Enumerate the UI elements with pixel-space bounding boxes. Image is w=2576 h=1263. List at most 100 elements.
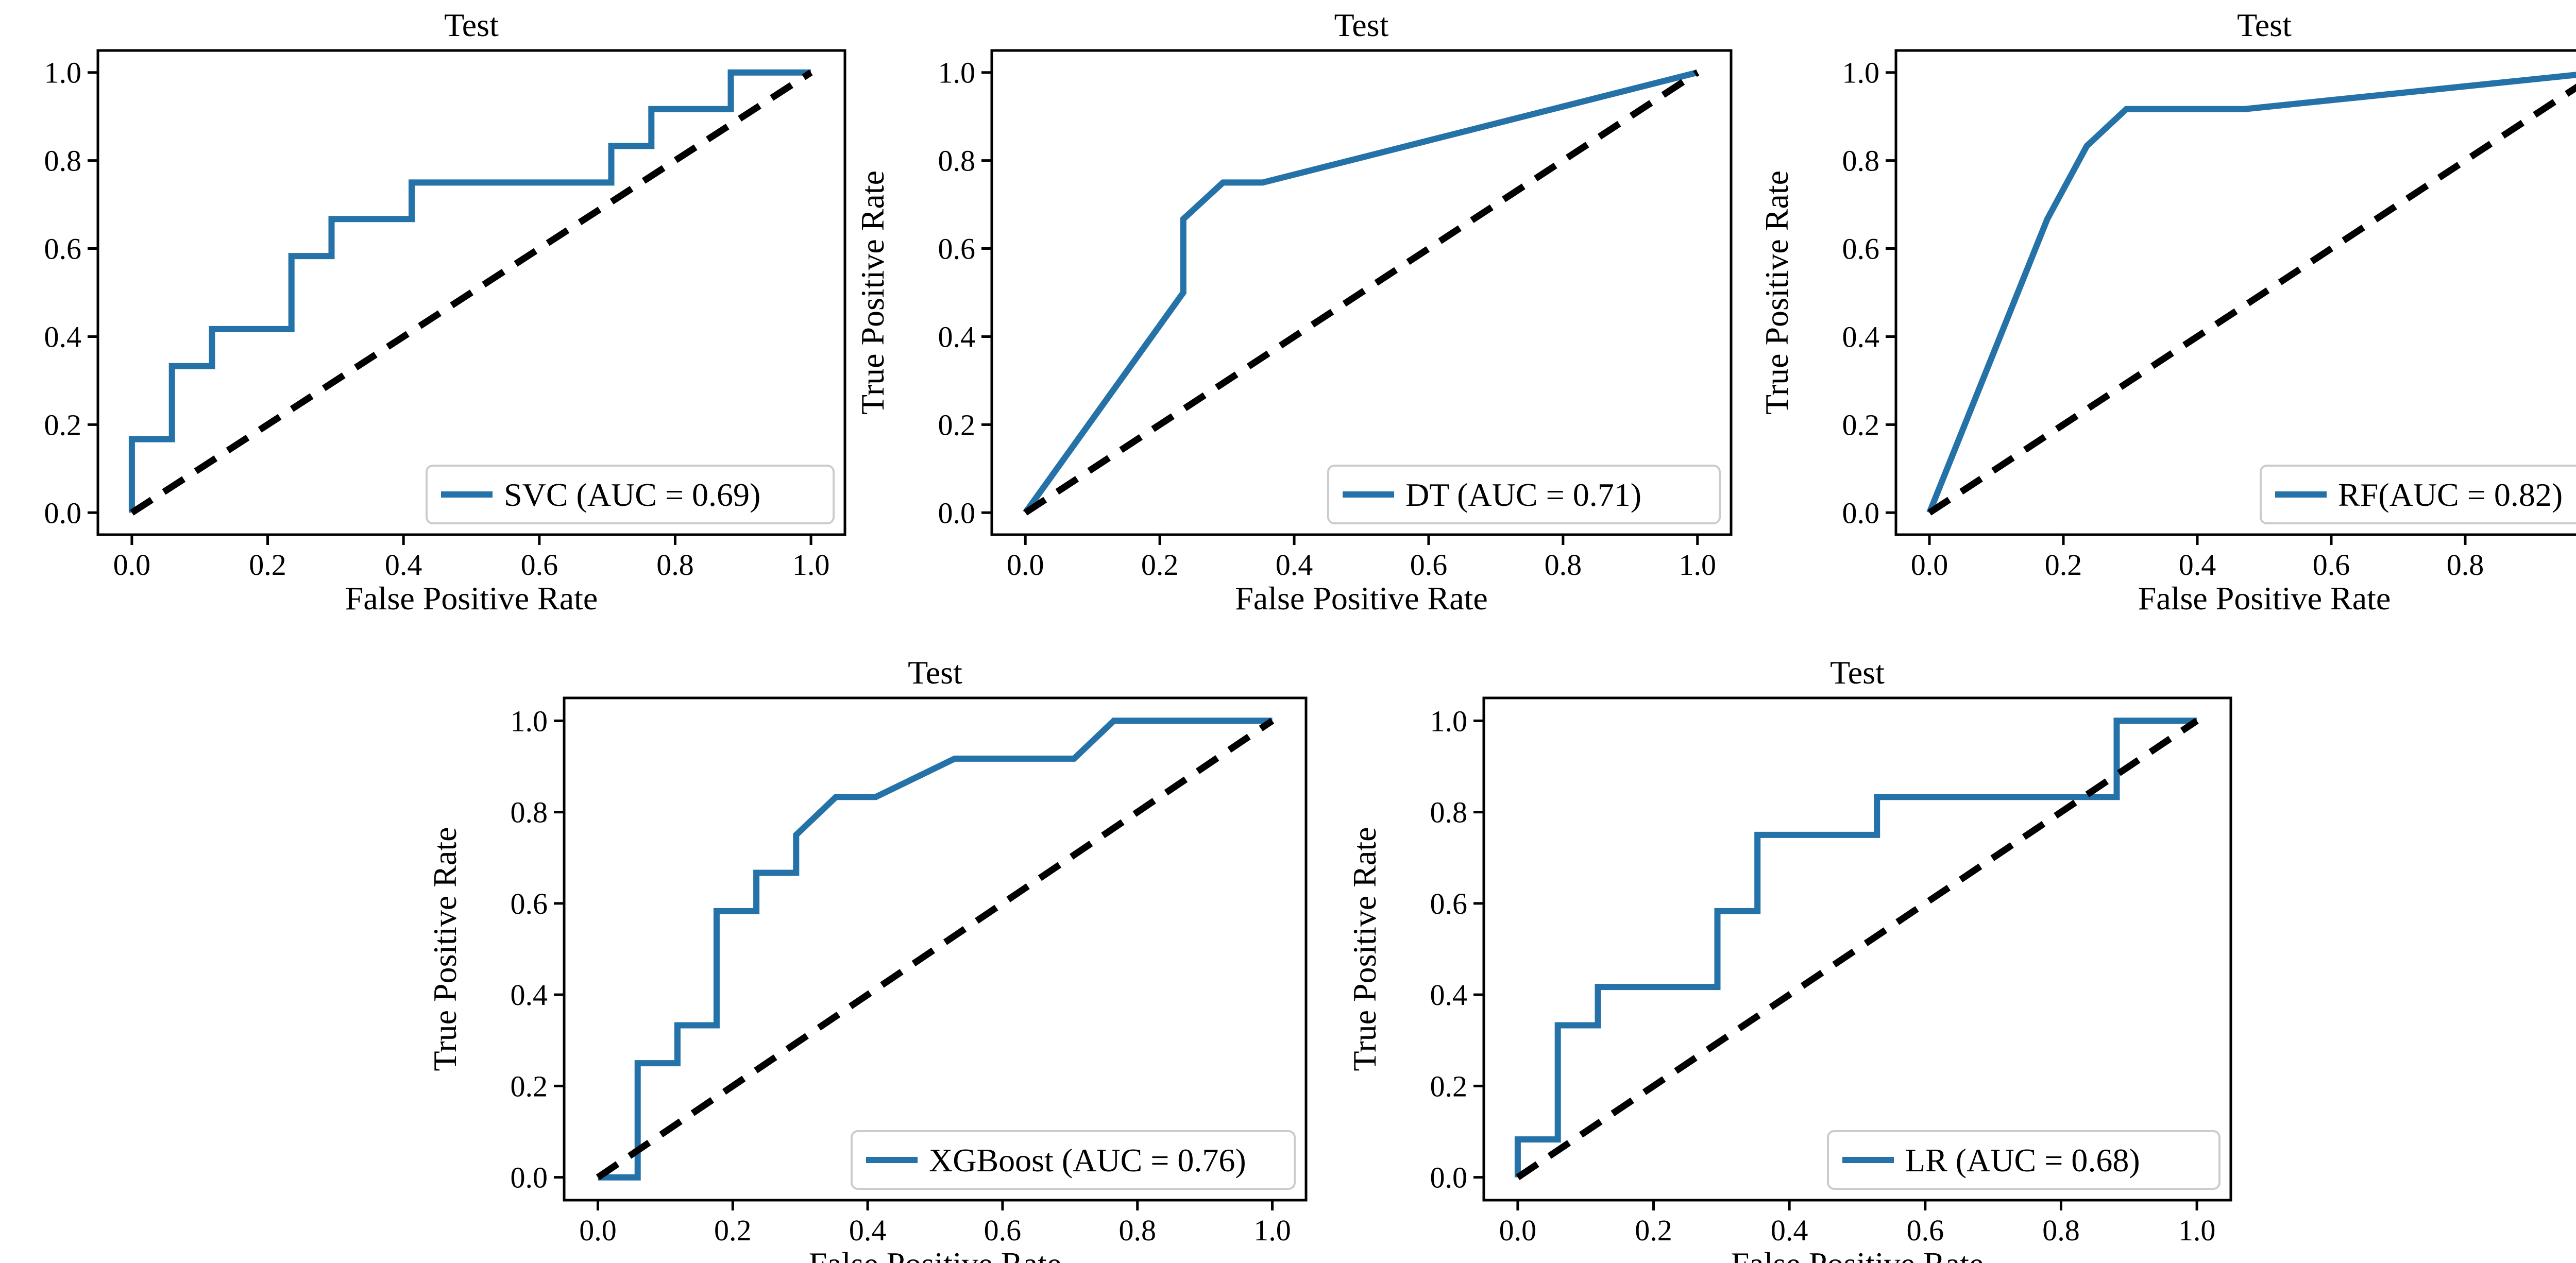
x-axis-label: False Positive Rate — [1235, 580, 1488, 617]
x-tick-label: 0.4 — [385, 548, 422, 582]
y-tick-label: 0.8 — [1430, 796, 1468, 829]
y-tick-label: 0.4 — [1842, 320, 1880, 353]
y-tick-label: 1.0 — [511, 704, 548, 738]
y-tick-label: 0.2 — [44, 408, 82, 441]
y-tick-label: 0.8 — [511, 796, 548, 829]
roc-curve-line — [1926, 72, 2576, 514]
y-tick-label: 1.0 — [938, 56, 976, 90]
x-tick-label: 1.0 — [1253, 1214, 1291, 1247]
y-tick-label: 0.6 — [511, 887, 548, 920]
legend-box — [1327, 465, 1721, 524]
plot-frame — [1482, 696, 2232, 1202]
y-tick-label: 1.0 — [44, 56, 82, 90]
x-axis-label: False Positive Rate — [345, 580, 598, 617]
x-tick-label: 0.8 — [1118, 1214, 1156, 1247]
y-tick-label: 1.0 — [1842, 56, 1880, 90]
x-tick-label: 0.2 — [1635, 1214, 1672, 1247]
x-tick-label: 0.6 — [2313, 548, 2350, 582]
legend: LR (AUC = 0.68) — [1827, 1130, 2221, 1190]
y-tick-label: 0.2 — [1430, 1069, 1468, 1103]
x-tick-label: 0.2 — [2045, 548, 2082, 582]
x-tick-label: 0.0 — [579, 1214, 617, 1247]
y-tick-label: 1.0 — [1430, 704, 1468, 738]
y-tick-label: 0.0 — [1430, 1161, 1468, 1194]
chart-title: Test — [2237, 7, 2292, 43]
roc-curve-line — [598, 718, 1273, 1181]
y-tick-label: 0.0 — [511, 1161, 548, 1194]
legend: DT (AUC = 0.71) — [1327, 465, 1721, 524]
x-tick-label: 0.6 — [984, 1214, 1022, 1247]
y-tick-label: 0.4 — [511, 978, 548, 1012]
chart-title: Test — [444, 7, 499, 43]
x-tick-label: 0.0 — [1007, 548, 1044, 582]
y-tick-label: 0.0 — [44, 496, 82, 530]
legend-label: XGBoost (AUC = 0.76) — [929, 1142, 1246, 1179]
y-tick-label: 0.2 — [1842, 408, 1880, 441]
x-tick-label: 0.8 — [2447, 548, 2484, 582]
y-tick-label: 0.8 — [938, 144, 976, 178]
x-tick-label: 0.0 — [113, 548, 151, 582]
y-axis-label: True Positive Rate — [427, 827, 463, 1071]
plot-frame — [563, 696, 1308, 1202]
x-tick-label: 0.4 — [2179, 548, 2216, 582]
roc-curve-line — [1023, 69, 1699, 515]
legend-label: SVC (AUC = 0.69) — [504, 476, 760, 513]
x-tick-label: 0.6 — [1907, 1214, 1944, 1247]
legend-box — [426, 465, 835, 524]
legend: XGBoost (AUC = 0.76) — [851, 1130, 1296, 1190]
y-tick-label: 0.4 — [44, 320, 82, 353]
plot-frame — [990, 49, 1733, 536]
x-tick-label: 0.2 — [714, 1214, 752, 1247]
x-tick-label: 0.8 — [656, 548, 694, 582]
chance-line — [1023, 70, 1700, 516]
y-axis-label: True Positive Rate — [854, 170, 891, 415]
x-tick-label: 0.2 — [249, 548, 286, 582]
chance-line — [130, 70, 813, 516]
legend-label: RF(AUC = 0.82) — [2338, 476, 2563, 513]
legend: SVC (AUC = 0.69) — [426, 465, 835, 524]
x-tick-label: 0.0 — [1499, 1214, 1537, 1247]
y-tick-label: 0.6 — [1842, 232, 1880, 266]
roc-panel-3: Test0.00.20.40.60.81.00.00.20.40.60.81.0… — [1758, 7, 2576, 617]
x-tick-label: 1.0 — [1679, 548, 1717, 582]
y-tick-label: 0.6 — [938, 232, 976, 266]
y-tick-label: 0.2 — [938, 408, 976, 441]
x-tick-label: 1.0 — [2178, 1214, 2216, 1247]
x-axis-label: False Positive Rate — [1731, 1245, 1984, 1263]
roc-panel-5: Test 0.0 0.2 0.4 0.6 0.8 1.0 0.0 0.2 0.4 0.6 0.8 1.0… — [1346, 654, 2232, 1263]
x-tick-label: 0.6 — [1410, 548, 1448, 582]
roc-curve-line — [128, 69, 811, 513]
legend-box — [1827, 1130, 2221, 1190]
legend-label: DT (AUC = 0.71) — [1405, 476, 1641, 513]
x-axis-label: False Positive Rate — [2138, 580, 2391, 617]
y-tick-label: 0.0 — [1842, 496, 1880, 530]
x-tick-label: 1.0 — [792, 548, 830, 582]
chart-title: Test — [1830, 654, 1885, 691]
y-tick-label: 0.4 — [938, 320, 976, 353]
chance-line — [1927, 83, 2576, 516]
roc-curve-line — [1514, 718, 2197, 1177]
x-tick-label: 0.4 — [1771, 1214, 1808, 1247]
y-axis-label: True Positive Rate — [1758, 170, 1795, 415]
y-axis-label: True Positive Rate — [1346, 827, 1383, 1071]
roc-panel-1: Test 0.0 0.2 0.4 0.6 0.8 1.0 0.0 0.2 0.4 0.6 0.8 1.0… — [44, 7, 846, 617]
chance-line — [1516, 718, 2199, 1181]
x-tick-label: 0.4 — [849, 1214, 887, 1247]
y-tick-label: 0.8 — [1842, 144, 1880, 178]
chance-line — [596, 718, 1275, 1181]
x-tick-label: 0.8 — [1545, 548, 1582, 582]
legend-box — [851, 1130, 1296, 1190]
roc-panel-4: Test 0.0 0.2 0.4 0.6 0.8 1.0 0.0 0.2 0.4 0.6 0.8 1.0… — [427, 654, 1308, 1263]
y-tick-label: 0.6 — [44, 232, 82, 266]
plot-frame — [1894, 49, 2576, 536]
roc-panel-2: Test 0.0 0.2 0.4 0.6 0.8 1.0 0.0 0.2 0.4 0.6 0.8 1.0… — [854, 7, 1733, 617]
y-tick-label: 0.2 — [511, 1069, 548, 1103]
legend: RF(AUC = 0.82) — [2260, 465, 2576, 524]
legend-box — [2260, 465, 2576, 524]
y-tick-label: 0.6 — [1430, 887, 1468, 920]
y-tick-label: 0.8 — [44, 144, 82, 178]
y-tick-label: 0.0 — [938, 496, 976, 530]
x-axis-label: False Positive Rate — [809, 1245, 1062, 1263]
chart-title: Test — [1334, 7, 1389, 43]
